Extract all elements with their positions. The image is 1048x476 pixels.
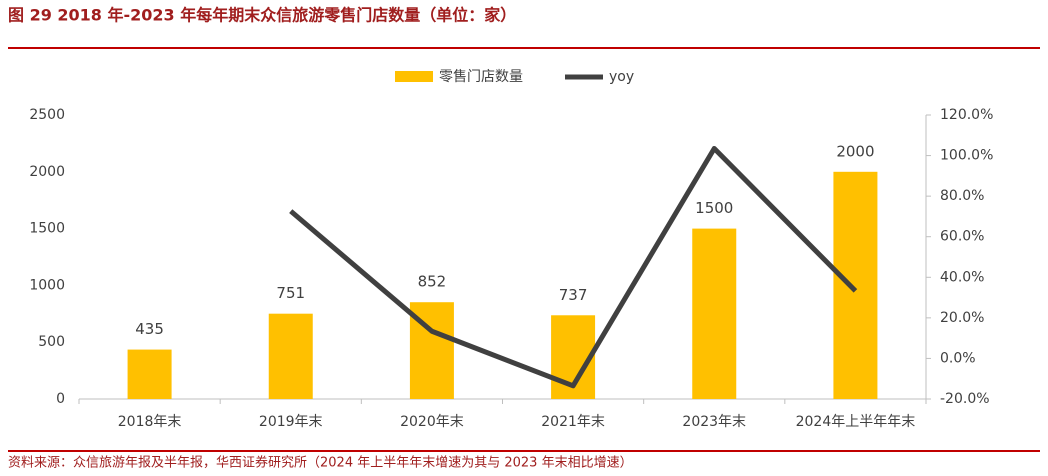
x-tick-label: 2024年上半年年末 bbox=[796, 414, 916, 430]
bar bbox=[833, 171, 878, 399]
bar bbox=[268, 313, 313, 399]
y-tick-label: 1000 bbox=[29, 277, 65, 293]
x-tick-label: 2023年末 bbox=[682, 414, 746, 430]
legend-label: yoy bbox=[609, 69, 634, 85]
data-label: 852 bbox=[418, 273, 447, 291]
data-label: 751 bbox=[276, 284, 305, 302]
bar bbox=[692, 228, 737, 399]
legend-label: 零售门店数量 bbox=[439, 69, 523, 85]
data-label: 737 bbox=[559, 286, 588, 304]
y-tick-label: 2500 bbox=[29, 107, 65, 123]
y-tick-label: 2000 bbox=[29, 164, 65, 180]
y2-tick-label: 120.0% bbox=[940, 107, 993, 123]
x-tick-label: 2018年末 bbox=[118, 414, 182, 430]
line bbox=[289, 145, 858, 389]
y-tick-label: 1500 bbox=[29, 221, 65, 237]
chart-title: 图 29 2018 年-2023 年每年期末众信旅游零售门店数量（单位：家） bbox=[8, 6, 516, 25]
y2-tick-label: 20.0% bbox=[940, 310, 984, 326]
data-label: 2000 bbox=[836, 142, 874, 160]
legend-swatch bbox=[395, 71, 433, 82]
data-label: 1500 bbox=[695, 199, 733, 217]
y2-tick-label: 40.0% bbox=[940, 269, 984, 285]
y2-tick-label: 100.0% bbox=[940, 148, 993, 164]
x-tick-label: 2019年末 bbox=[259, 414, 323, 430]
data-label: 435 bbox=[135, 320, 164, 338]
y2-tick-label: 0.0% bbox=[940, 350, 976, 366]
y-tick-label: 500 bbox=[38, 334, 65, 350]
y2-tick-label: -20.0% bbox=[940, 391, 990, 407]
x-tick-label: 2020年末 bbox=[400, 414, 464, 430]
y2-tick-label: 80.0% bbox=[940, 188, 984, 204]
y-tick-label: 0 bbox=[56, 391, 65, 407]
bar bbox=[127, 349, 172, 399]
y2-tick-label: 60.0% bbox=[940, 229, 984, 245]
source-note: 资料来源：众信旅游年报及半年报，华西证券研究所（2024 年上半年年末增速为其与… bbox=[8, 455, 633, 471]
x-tick-label: 2021年末 bbox=[541, 414, 605, 430]
